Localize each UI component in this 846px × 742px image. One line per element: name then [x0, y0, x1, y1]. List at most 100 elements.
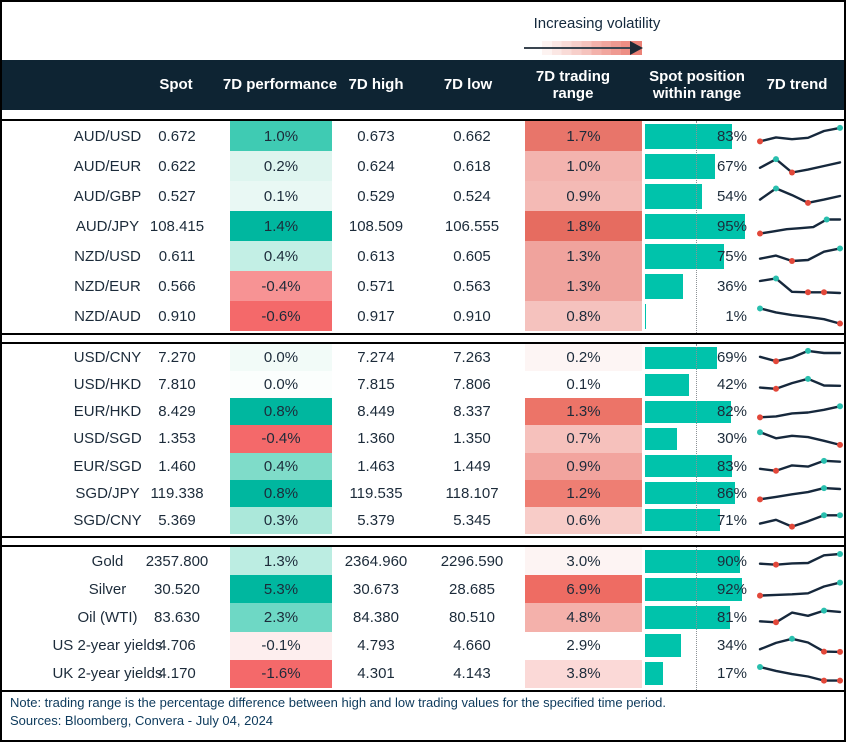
instrument-label: AUD/USD	[73, 127, 142, 145]
trend-sparkline	[757, 484, 842, 503]
trend-cell	[756, 547, 844, 575]
position-bar	[645, 482, 736, 505]
spot-value: 0.910	[158, 307, 196, 325]
performance-cell: -0.4%	[230, 271, 332, 301]
trend-high-dot	[773, 156, 779, 163]
spot-value: 119.338	[150, 484, 204, 502]
position-percent-label: 95%	[716, 217, 747, 235]
position-percent-label: 90%	[716, 552, 747, 570]
trend-sparkline	[757, 216, 842, 237]
position-bar	[645, 346, 718, 369]
table-row: EUR/SGD 1.460 0.4% 1.463 1.449 0.9% 83%	[2, 452, 844, 480]
table-row: NZD/EUR 0.566 -0.4% 0.571 0.563 1.3% 36%	[2, 271, 844, 301]
trend-low-dot	[773, 619, 779, 626]
instrument-group: Gold 2357.800 1.3% 2364.960 2296.590 3.0% 90% S…	[2, 545, 844, 692]
instrument-label: SGD/JPY	[75, 484, 140, 502]
low-value: 0.910	[453, 307, 491, 325]
performance-cell: 0.0%	[230, 371, 332, 399]
trend-low-dot	[757, 414, 763, 421]
position-percent-label: 54%	[716, 187, 747, 205]
trend-low-dot	[837, 442, 843, 449]
position-bar	[645, 605, 731, 630]
trend-sparkline	[758, 550, 843, 568]
instrument-label: NZD/USD	[74, 247, 141, 265]
position-bar	[645, 427, 677, 451]
trading-range-cell: 1.3%	[525, 241, 642, 271]
position-bar	[645, 577, 742, 601]
column-header-7d-low: 7D low	[443, 76, 493, 94]
table-row: Silver 30.520 5.3% 30.673 28.685 6.9% 92%	[2, 575, 844, 604]
trading-range-cell: 1.7%	[525, 121, 642, 151]
midpoint-dotted-line	[696, 121, 697, 333]
performance-cell: -0.4%	[230, 425, 332, 453]
instrument-label: Gold	[91, 552, 124, 570]
instrument-label: USD/CNY	[73, 349, 142, 367]
trend-high-dot	[757, 305, 763, 312]
trend-low-dot	[757, 230, 763, 237]
position-bar	[645, 153, 716, 179]
table-row: AUD/JPY 108.415 1.4% 108.509 106.555 1.8% 95%	[2, 211, 844, 241]
instrument-group: USD/CNY 7.270 0.0% 7.274 7.263 0.2% 69% USD/HKD…	[2, 342, 844, 538]
position-bar	[645, 213, 745, 239]
trend-low-dot	[789, 169, 795, 176]
trading-range-cell: 3.8%	[525, 659, 642, 688]
position-percent-label: 34%	[716, 637, 747, 655]
table-row: AUD/EUR 0.622 0.2% 0.624 0.618 1.0% 67%	[2, 151, 844, 181]
trend-sparkline	[758, 245, 843, 265]
high-value: 0.529	[357, 187, 395, 205]
position-percent-label: 75%	[716, 247, 747, 265]
position-percent-label: 1%	[725, 307, 747, 325]
performance-cell: 5.3%	[230, 575, 332, 604]
midpoint-dotted-line	[696, 344, 697, 536]
trend-cell	[756, 211, 844, 241]
performance-cell: 1.3%	[230, 547, 332, 576]
trend-low-dot	[821, 648, 827, 655]
trend-cell	[756, 507, 844, 534]
trend-high-dot	[757, 429, 763, 436]
trading-range-cell: 0.9%	[525, 452, 642, 480]
trend-sparkline	[757, 124, 843, 145]
volatility-legend-label: Increasing volatility	[533, 15, 661, 32]
trading-range-cell: 0.8%	[525, 301, 642, 331]
trend-high-dot	[805, 347, 811, 354]
trend-cell	[756, 371, 844, 398]
high-value: 108.509	[348, 217, 404, 235]
trend-high-dot	[757, 663, 763, 670]
trend-sparkline	[757, 429, 843, 449]
table-row: USD/CNY 7.270 0.0% 7.274 7.263 0.2% 69%	[2, 344, 844, 372]
position-percent-label: 92%	[716, 580, 747, 598]
position-bar	[645, 634, 681, 658]
trend-sparkline	[758, 635, 843, 655]
trend-high-dot	[821, 512, 827, 519]
table-row: Oil (WTI) 83.630 2.3% 84.380 80.510 4.8% 81%	[2, 603, 844, 632]
position-bar	[645, 123, 733, 149]
table-row: AUD/GBP 0.527 0.1% 0.529 0.524 0.9% 54%	[2, 181, 844, 211]
high-value: 2364.960	[344, 552, 408, 570]
trading-range-cell: 0.6%	[525, 506, 642, 534]
trend-sparkline	[757, 403, 843, 421]
spot-value: 7.810	[158, 376, 196, 394]
position-percent-label: 83%	[716, 127, 747, 145]
table-row: NZD/USD 0.611 0.4% 0.613 0.605 1.3% 75%	[2, 241, 844, 271]
trend-sparkline	[758, 457, 842, 474]
low-value: 4.660	[453, 637, 491, 655]
high-value: 0.673	[357, 127, 395, 145]
trend-high-dot	[821, 457, 827, 464]
trend-low-dot	[773, 467, 779, 474]
spot-value: 4.706	[158, 637, 196, 655]
trend-high-dot	[837, 579, 843, 586]
position-percent-label: 30%	[716, 430, 747, 448]
column-header-7d-high: 7D high	[348, 76, 404, 94]
performance-cell: 0.4%	[230, 241, 332, 271]
high-value: 30.673	[353, 580, 399, 598]
instrument-label: AUD/EUR	[73, 157, 142, 175]
table-row: US 2-year yields 4.706 -0.1% 4.793 4.660 2.9%…	[2, 631, 844, 660]
table-header: Spot 7D performance 7D high 7D low 7D tr…	[2, 60, 844, 110]
spot-value: 0.672	[158, 127, 196, 145]
trend-high-dot	[773, 185, 779, 192]
table-row: SGD/JPY 119.338 0.8% 119.535 118.107 1.2% 86%	[2, 479, 844, 507]
trend-sparkline	[758, 347, 842, 365]
footer-note: Note: trading range is the percentage di…	[10, 695, 666, 710]
spot-value: 0.566	[158, 277, 196, 295]
instrument-label: EUR/SGD	[73, 457, 142, 475]
